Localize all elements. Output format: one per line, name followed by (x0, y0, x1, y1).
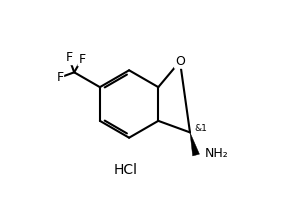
Text: NH₂: NH₂ (204, 147, 228, 160)
Text: O: O (175, 55, 185, 68)
Text: &1: &1 (194, 124, 207, 133)
Text: F: F (56, 71, 63, 84)
Polygon shape (190, 132, 199, 156)
Text: F: F (65, 52, 73, 64)
Text: HCl: HCl (114, 163, 138, 177)
Text: F: F (78, 53, 86, 66)
